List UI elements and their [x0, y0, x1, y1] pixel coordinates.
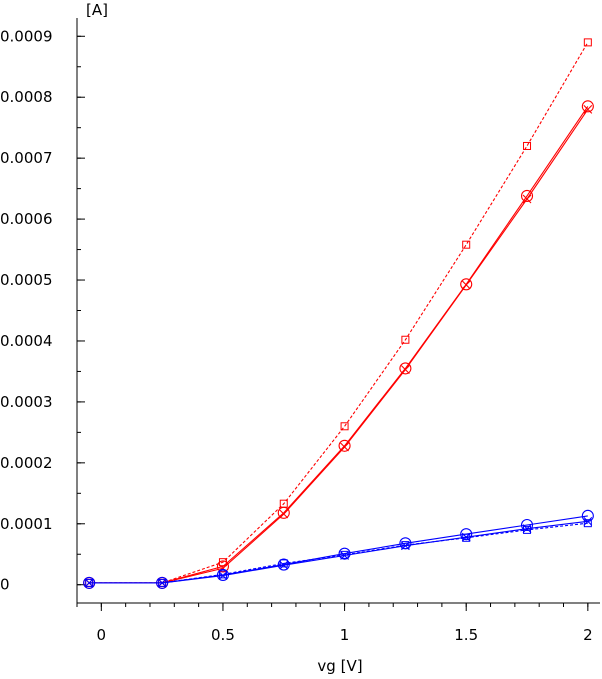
data-point [583, 519, 592, 528]
data-point [462, 533, 471, 542]
series-line [89, 522, 588, 584]
y-tick-label: 0.0007 [0, 149, 53, 167]
y-tick-label: 0.0002 [0, 454, 53, 472]
y-tick-label: 0.0009 [0, 27, 53, 45]
series-line [89, 109, 589, 584]
y-tick-label: 0.0005 [0, 271, 53, 289]
data-point [216, 560, 230, 573]
data-point [340, 422, 349, 431]
series-4 [84, 516, 593, 588]
series-1 [83, 100, 594, 589]
y-tick-label: 0.0001 [0, 515, 53, 533]
data-point [523, 525, 532, 534]
data-point [583, 38, 592, 47]
series-line [89, 520, 588, 584]
data-point [399, 362, 412, 375]
data-point [460, 528, 473, 541]
data-point [401, 335, 410, 344]
data-point [460, 278, 473, 291]
y-axis-label: [A] [86, 1, 108, 19]
series-3 [83, 509, 594, 589]
data-point [84, 578, 94, 588]
data-point [279, 559, 288, 568]
data-point [520, 518, 534, 532]
data-point [401, 541, 410, 550]
data-point [338, 547, 351, 560]
data-point [85, 578, 94, 587]
data-point [338, 439, 351, 452]
data-point [461, 280, 471, 290]
series-2 [84, 105, 593, 588]
x-tick-label: 1.5 [454, 626, 478, 644]
axes: 0 0.0001 0.0002 0.0003 0.0004 0.0005 0.0006 0.0… [0, 18, 600, 644]
data-point [522, 194, 532, 204]
series-layer [83, 38, 594, 589]
data-point [340, 550, 349, 559]
data-point [583, 105, 593, 114]
y-tick-label: 0 [0, 576, 10, 594]
x-tick-label: 2 [583, 626, 593, 644]
series-line [89, 515, 588, 584]
data-point [158, 578, 167, 587]
data-point [523, 141, 532, 150]
y-tick-label: 0.0003 [0, 393, 53, 411]
x-tick-label: 0 [97, 626, 107, 644]
x-tick-label: 0.5 [211, 626, 235, 644]
series-5 [85, 519, 592, 587]
y-tick-label: 0.0006 [0, 210, 53, 228]
series-0 [85, 38, 592, 587]
data-point [277, 506, 290, 519]
x-axis-label: vg [V] [317, 657, 362, 675]
data-point [520, 189, 534, 202]
x-tick-label: 1 [340, 626, 350, 644]
data-point [279, 509, 289, 519]
series-line [89, 42, 589, 584]
y-tick-label: 0.0008 [0, 88, 53, 106]
series-line [89, 106, 589, 584]
data-point [218, 570, 227, 579]
data-point [279, 560, 289, 570]
data-point [340, 442, 349, 452]
data-point [401, 365, 410, 374]
data-point [462, 240, 471, 249]
data-point [581, 100, 594, 113]
y-tick-label: 0.0004 [0, 332, 53, 350]
